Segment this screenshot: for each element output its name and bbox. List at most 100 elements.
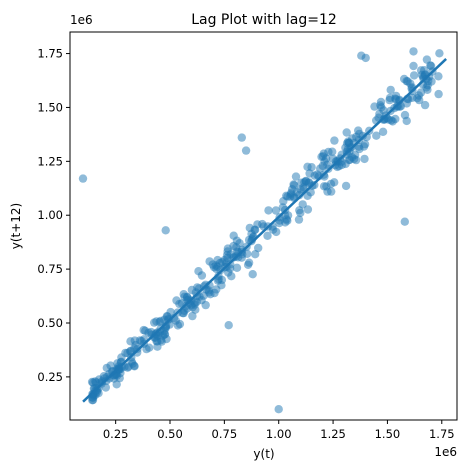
scatter-point [175,299,184,309]
scatter-point [377,103,386,112]
scatter-point [423,85,432,95]
scatter-point [145,343,154,352]
scatter-point [210,288,219,298]
scatter-point [161,226,170,235]
y-tick-label: 1.50 [37,100,63,114]
scatter-point [274,405,283,414]
scatter-point [247,229,256,239]
regression-line [82,58,447,403]
scatter-point [294,215,304,224]
scatter-point [341,181,351,191]
x-tick-label: 0.75 [212,427,238,441]
scatter-point [237,133,246,142]
scatter-point [212,264,221,274]
x-tick-label: 0.50 [157,427,183,441]
x-tick-label: 0.25 [103,427,129,441]
scatter-point [188,311,197,321]
scatter-point [197,271,207,280]
scatter-point [372,131,381,140]
scatter-point [150,318,159,327]
scatter-point [156,316,165,326]
y-axis-ticks: 0.25 0.50 0.75 1.00 1.25 1.50 1.75 [37,47,70,384]
x-tick-label: 1.25 [320,427,346,441]
scatter-point [303,205,313,214]
x-axis-offset-label: 1e6 [434,445,457,459]
scatter-point [298,200,307,209]
scatter-point [229,241,238,251]
scatter-point [263,231,272,240]
scatter-point [94,389,103,398]
scatter-point [130,362,139,371]
scatter-point [224,268,233,277]
scatter-point [303,162,312,171]
x-tick-label: 1.00 [266,427,292,441]
y-tick-label: 0.50 [37,316,63,330]
scatter-point [422,55,432,64]
y-axis-offset-label: 1e6 [70,13,93,27]
scatter-point [213,255,222,265]
plot-frame [69,31,458,421]
x-tick-label: 1.50 [375,427,401,441]
x-axis-ticks: 0.25 0.50 0.75 1.00 1.25 1.50 1.75 [103,420,455,441]
scatter-point [330,136,339,145]
scatter-point [241,146,251,155]
scatter-point [162,334,171,344]
scatter-point [224,321,233,330]
scatter-point [244,258,254,267]
scatter-point [409,47,418,56]
scatter-point [328,154,338,163]
scatter-point [435,49,444,58]
scatter-point [180,292,189,301]
scatter-point [130,336,139,345]
scatter-point [342,128,351,137]
scatter-point [409,61,418,71]
scatter-point [264,206,273,215]
scatter-point [406,79,415,88]
scatter-point [258,219,267,229]
scatter-point [232,263,242,272]
scatter-point [416,88,426,97]
scatter-point [291,172,301,181]
scatter-point [141,326,150,335]
y-tick-label: 1.00 [37,208,63,222]
scatter-point [361,53,370,63]
scatter-point [385,93,395,103]
scatter-point [323,160,332,169]
scatter-point [328,147,337,156]
scatter-point [229,231,238,240]
y-tick-label: 0.75 [37,262,63,276]
scatter-point [354,126,363,135]
scatter-point [327,187,336,196]
y-axis-label: y(t+12) [9,203,23,250]
scatter-point [115,373,124,383]
scatter-point [248,270,257,279]
scatter-point [434,72,443,81]
scatter-point [78,174,88,183]
x-axis-label: y(t) [253,447,274,461]
scatter-point [402,116,411,126]
scatter-point [434,89,443,99]
scatter-point [287,188,296,197]
scatter-point [201,300,210,310]
y-tick-label: 1.75 [37,47,63,61]
x-tick-label: 1.75 [429,427,455,441]
scatter-point [344,155,354,165]
scatter-point [360,154,369,164]
scatter-point [88,395,98,405]
scatter-point [400,217,409,226]
scatter-point [360,140,370,149]
scatter-points [78,47,444,414]
chart-title: Lag Plot with lag=12 [191,12,337,28]
scatter-point [254,243,263,253]
scatter-point [400,74,409,84]
scatter-point [378,127,388,136]
scatter-point [313,170,322,179]
scatter-point [191,305,200,314]
scatter-point [123,363,132,372]
y-tick-label: 1.25 [37,154,63,168]
scatter-point [305,169,314,178]
scatter-point [301,176,311,186]
scatter-point [386,85,395,95]
scatter-point [330,178,339,187]
